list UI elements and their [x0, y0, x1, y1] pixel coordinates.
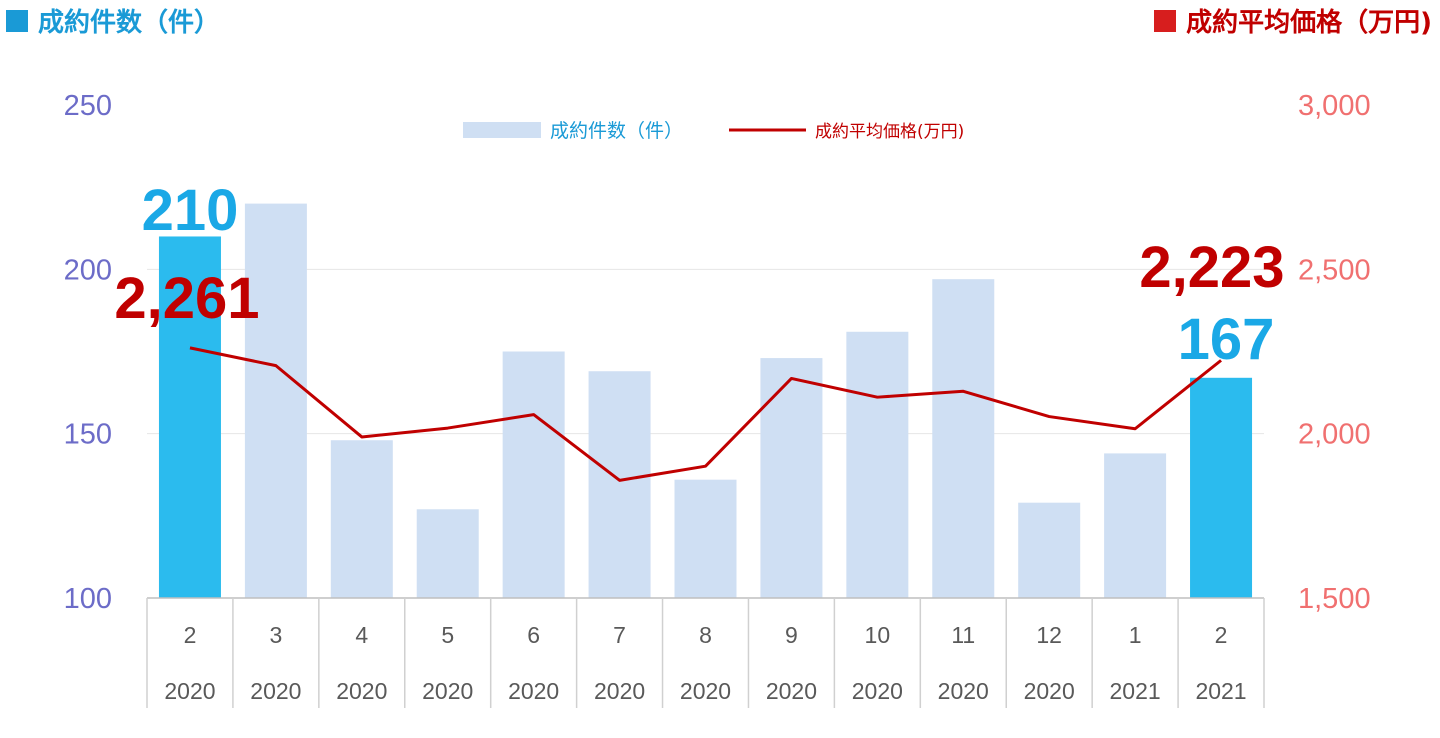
bar — [330, 440, 393, 598]
legend-bar-swatch — [463, 122, 541, 138]
data-label: 2,223 — [1139, 235, 1284, 300]
x-tick-month: 7 — [613, 622, 626, 648]
bar — [588, 371, 651, 598]
x-tick-month: 3 — [269, 622, 282, 648]
x-tick-month: 6 — [527, 622, 540, 648]
right-axis-tick-label: 2,000 — [1298, 419, 1371, 451]
x-tick-year: 2020 — [508, 678, 559, 704]
left-axis-tick-label: 150 — [64, 419, 112, 451]
bar — [1018, 502, 1081, 598]
x-tick-month: 2 — [1215, 622, 1228, 648]
left-axis-tick-label: 100 — [64, 583, 112, 615]
x-tick-month: 4 — [355, 622, 368, 648]
right-axis-title: 成約平均価格（万円) — [1154, 2, 1432, 39]
bar — [760, 358, 823, 598]
left-axis-title-text: 成約件数（件） — [38, 8, 221, 38]
bar — [158, 236, 221, 598]
right-axis-title-text: 成約平均価格（万円) — [1186, 8, 1432, 38]
left-axis-title: 成約件数（件） — [6, 2, 220, 39]
x-tick-year: 2020 — [852, 678, 903, 704]
x-tick-year: 2021 — [1110, 678, 1161, 704]
x-tick-year: 2020 — [766, 678, 817, 704]
right-axis-tick-label: 2,500 — [1298, 254, 1371, 286]
data-label: 210 — [142, 178, 239, 243]
bar — [1190, 377, 1253, 598]
x-tick-month: 10 — [865, 622, 891, 648]
x-tick-month: 1 — [1129, 622, 1142, 648]
x-tick-year: 2020 — [336, 678, 387, 704]
right-legend-square — [1154, 10, 1177, 32]
x-tick-month: 5 — [441, 622, 454, 648]
legend-line-label: 成約平均価格(万円) — [815, 122, 964, 142]
x-tick-year: 2020 — [680, 678, 731, 704]
bar — [674, 479, 737, 598]
right-axis-tick-label: 1,500 — [1298, 583, 1371, 615]
left-axis-tick-label: 200 — [64, 254, 112, 286]
x-tick-year: 2020 — [1024, 678, 1075, 704]
right-axis-tick-label: 3,000 — [1298, 90, 1371, 122]
left-legend-square — [6, 10, 28, 32]
x-tick-month: 2 — [184, 622, 197, 648]
x-tick-month: 9 — [785, 622, 798, 648]
bar — [1104, 453, 1167, 598]
bar — [932, 279, 995, 598]
bar — [502, 351, 565, 598]
x-tick-year: 2020 — [594, 678, 645, 704]
bar — [244, 203, 307, 598]
bar — [846, 331, 909, 598]
data-label: 167 — [1178, 307, 1275, 372]
x-tick-year: 2020 — [938, 678, 989, 704]
x-tick-year: 2020 — [164, 678, 215, 704]
x-tick-year: 2021 — [1195, 678, 1246, 704]
x-tick-year: 2020 — [250, 678, 301, 704]
data-label: 2,261 — [114, 266, 259, 331]
x-tick-month: 8 — [699, 622, 712, 648]
x-tick-month: 11 — [951, 622, 975, 648]
x-tick-year: 2020 — [422, 678, 473, 704]
x-tick-month: 12 — [1036, 622, 1062, 648]
legend-bar-label: 成約件数（件） — [550, 120, 683, 142]
bar — [416, 509, 479, 598]
left-axis-tick-label: 250 — [64, 90, 112, 122]
